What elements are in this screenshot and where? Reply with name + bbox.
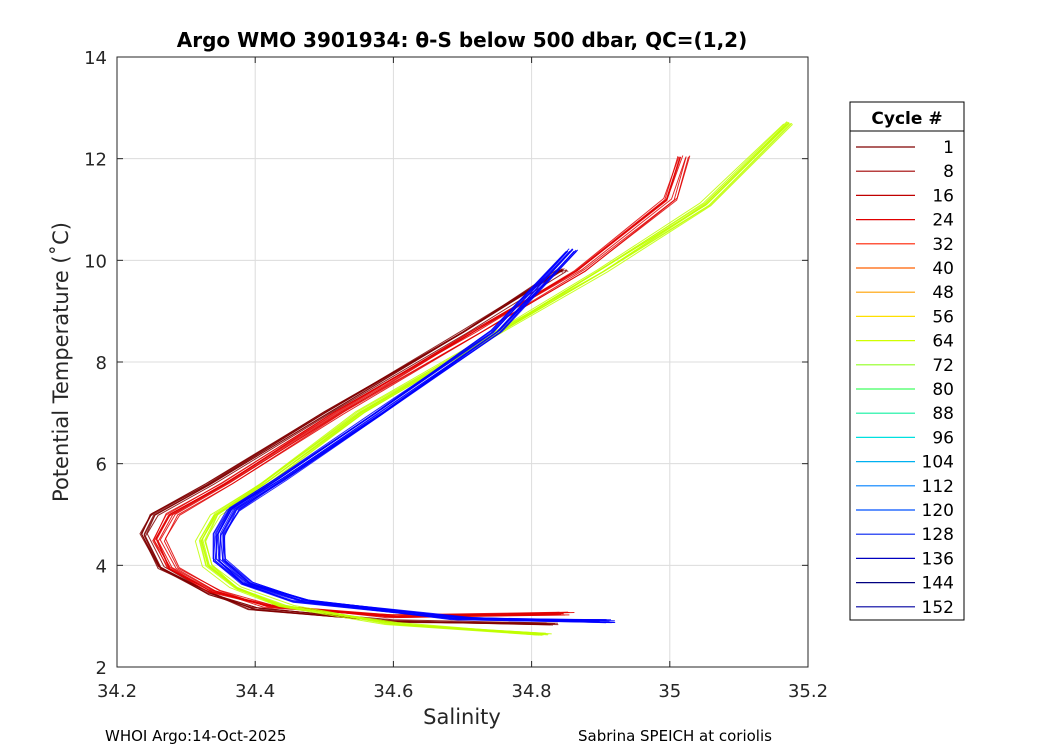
y-axis-ticks: 2 4 6 8 10 12 14 xyxy=(84,48,808,679)
cycle-profile-line xyxy=(156,156,682,618)
cycle-profile-line xyxy=(200,121,789,635)
legend-label: 88 xyxy=(932,404,954,424)
y-tick-label: 8 xyxy=(96,353,107,374)
x-tick-label: 34.2 xyxy=(97,681,137,702)
cycle-profile-line xyxy=(212,251,607,623)
legend-label: 16 xyxy=(932,186,954,206)
x-tick-label: 35 xyxy=(658,681,681,702)
legend-label: 144 xyxy=(922,574,954,594)
chart-title: Argo WMO 3901934: θ-S below 500 dbar, QC… xyxy=(177,28,747,52)
legend-title: Cycle # xyxy=(871,109,942,129)
cycle-profile-line xyxy=(222,249,614,623)
x-axis-ticks: 34.2 34.4 34.6 34.8 35 35.2 xyxy=(97,57,828,702)
y-tick-label: 14 xyxy=(84,48,107,69)
cycle-profile-line xyxy=(222,250,606,621)
legend-label: 152 xyxy=(922,598,954,618)
cycle-profile-line xyxy=(219,249,612,621)
legend-label: 56 xyxy=(932,307,954,327)
y-tick-label: 2 xyxy=(96,658,107,679)
legend-label: 72 xyxy=(932,356,954,376)
cycle-profile-line xyxy=(201,122,790,636)
x-tick-label: 34.4 xyxy=(235,681,275,702)
cycle-profile-line xyxy=(200,121,790,636)
legend-label: 80 xyxy=(932,380,954,400)
footer-left: WHOI Argo:14-Oct-2025 xyxy=(105,727,286,745)
cycle-profile-line xyxy=(218,248,604,623)
x-tick-label: 34.8 xyxy=(512,681,552,702)
cycle-profile-line xyxy=(199,124,787,636)
y-tick-label: 6 xyxy=(96,455,107,476)
legend-label: 8 xyxy=(943,162,954,182)
legend-label: 128 xyxy=(922,525,954,545)
cycle-profile-line xyxy=(146,269,569,626)
legend-label: 1 xyxy=(943,138,954,158)
footer-right: Sabrina SPEICH at coriolis xyxy=(578,727,772,745)
y-tick-label: 4 xyxy=(96,556,107,577)
cycle-profile-line xyxy=(164,156,689,617)
cycle-profile-line xyxy=(219,251,615,623)
cycle-profile-line xyxy=(194,123,785,636)
legend-label: 112 xyxy=(922,477,954,497)
cycle-profile-line xyxy=(198,121,788,636)
legend-label: 64 xyxy=(932,332,954,352)
cycle-profile-line xyxy=(205,123,793,635)
legend-label: 24 xyxy=(932,211,954,231)
legend: Cycle # 1 8 16 24 32 40 48 56 64 72 80 88 96 104 112 12… xyxy=(849,101,965,621)
cycle-profile-line xyxy=(223,249,616,623)
cycle-profile-line xyxy=(144,268,566,625)
cycle-profile-line xyxy=(213,251,607,621)
legend-label: 104 xyxy=(922,453,954,473)
cycle-profile-line xyxy=(163,155,691,618)
cycle-profile-line xyxy=(221,249,612,624)
cycle-profile-line xyxy=(201,122,790,635)
profile-curves xyxy=(139,121,793,636)
y-tick-label: 12 xyxy=(84,150,107,171)
legend-label: 136 xyxy=(922,549,954,569)
legend-label: 120 xyxy=(922,501,954,521)
legend-label: 96 xyxy=(932,428,954,448)
y-axis-label: Potential Temperature (˚C) xyxy=(49,222,73,502)
x-axis-label: Salinity xyxy=(423,705,501,729)
legend-label: 32 xyxy=(932,235,954,255)
x-tick-label: 34.6 xyxy=(373,681,413,702)
legend-label: 48 xyxy=(932,283,954,303)
legend-label: 40 xyxy=(932,259,954,279)
cycle-profile-line xyxy=(204,122,793,634)
y-tick-label: 10 xyxy=(84,251,107,272)
cycle-profile-line xyxy=(159,156,687,619)
x-tick-label: 35.2 xyxy=(788,681,828,702)
